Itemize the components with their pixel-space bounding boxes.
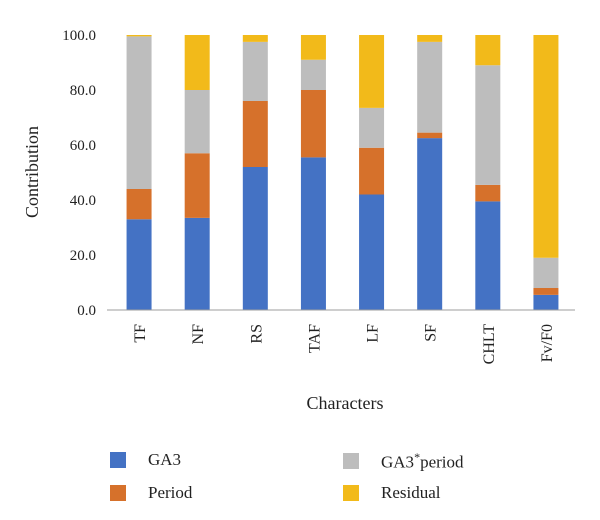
stacked-bar-chart: 0.0 20.0 40.0 60.0 80.0 100.0 TF NF RS TAF LF SF CH… [22,28,575,413]
x-tick-label: TF [132,324,149,343]
bar-segment-ga3 [242,167,268,310]
legend-swatch-interaction [343,453,359,470]
legend-label-interaction-main: GA3 [381,452,415,472]
legend-swatch-residual [343,485,359,501]
bar-segment-ga3 [359,194,385,310]
x-tick-label: CHLT [481,324,498,365]
bar-segment-period [126,189,152,220]
y-tick-label: 100.0 [62,28,96,44]
y-tick-label: 0.0 [77,303,96,319]
bar-segment-period [242,101,268,167]
bar-segment-period [300,90,326,158]
x-tick-label: SF [423,324,440,342]
bar-segment-residual [475,35,501,66]
y-tick-label: 20.0 [70,248,96,264]
bar-segment-period [533,288,559,295]
x-tick-label: RS [248,324,265,344]
bar-segment-period [184,153,210,218]
bar-segment-ga3-period [300,59,326,90]
bar-segment-ga3-period [533,257,559,288]
bar-segment-ga3 [475,201,501,310]
bar-segment-ga3-period [242,41,268,101]
bar-segment-ga3-period [359,107,385,148]
bar-segment-ga3 [417,138,443,310]
bar-segment-residual [184,35,210,90]
y-axis-label: Contribution [22,126,42,218]
y-tick-label: 60.0 [70,138,96,154]
bar-segment-ga3 [184,217,210,310]
x-tick-label: TAF [306,324,323,353]
bars-group [126,35,559,310]
x-tick-label: NF [190,324,207,345]
legend-label-interaction-sup: * [414,450,421,464]
x-tick-label: Fv/F0 [539,324,556,362]
bar-segment-residual [533,35,559,258]
legend-item-period: Period [110,483,192,503]
bar-segment-ga3 [533,294,559,310]
bar-segment-ga3-period [184,90,210,154]
bar-segment-period [417,132,443,139]
bar-segment-residual [359,35,385,108]
x-tick-label: LF [365,324,382,343]
legend-label-ga3: GA3 [148,450,182,469]
x-axis: TF NF RS TAF LF SF CHLT Fv/F0 [107,309,575,365]
legend-label-interaction: GA3*period [381,450,464,473]
bar-segment-ga3 [300,157,326,310]
legend-swatch-period [110,485,126,501]
bar-segment-ga3-period [417,41,443,133]
bar-segment-ga3-period [126,36,152,189]
bar-segment-residual [417,35,443,42]
bar-segment-residual [300,35,326,60]
y-tick-label: 40.0 [70,193,96,209]
bar-segment-period [475,184,501,202]
legend-label-residual: Residual [381,483,441,502]
legend-label-period: Period [148,483,193,502]
bar-segment-ga3-period [475,65,501,185]
x-axis-label: Characters [307,393,384,413]
legend-item-residual: Residual [343,483,441,503]
legend-item-interaction: GA3*period [343,450,464,473]
bar-segment-ga3 [126,219,152,310]
y-tick-label: 80.0 [70,83,96,99]
legend-swatch-ga3 [110,452,126,468]
bar-segment-residual [126,35,152,37]
y-axis: 0.0 20.0 40.0 60.0 80.0 100.0 [62,28,96,319]
bar-segment-residual [242,35,268,42]
legend-item-ga3: GA3 [110,450,181,470]
legend-label-interaction-tail: period [420,452,464,472]
bar-segment-period [359,147,385,195]
legend: GA3 GA3*period Period Residual [0,440,600,520]
